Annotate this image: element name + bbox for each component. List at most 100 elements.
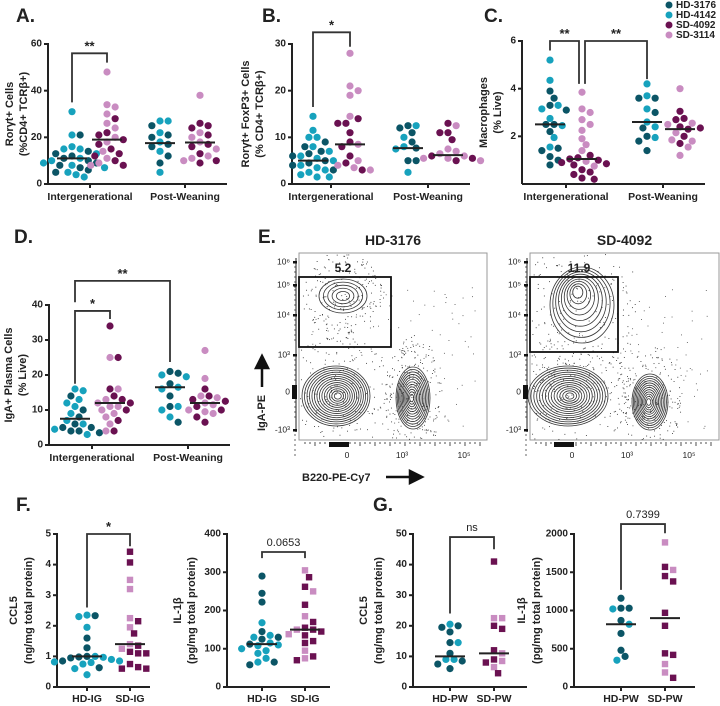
data-point	[67, 409, 75, 418]
data-point	[669, 674, 677, 682]
event-dot	[549, 383, 551, 385]
event-dot	[346, 368, 348, 370]
event-dot	[302, 419, 303, 421]
event-dot	[429, 416, 431, 418]
legend-label: SD-3114	[676, 30, 715, 41]
event-dot	[561, 329, 563, 331]
event-dot	[588, 301, 590, 303]
event-dot	[650, 410, 652, 412]
data-point	[106, 385, 114, 393]
event-dot	[627, 399, 629, 401]
event-dot	[404, 353, 405, 355]
event-dot	[625, 411, 627, 413]
event-dot	[411, 394, 413, 396]
event-dot	[312, 343, 314, 345]
contour-line	[632, 375, 667, 429]
event-dot	[467, 346, 469, 348]
event-dot	[632, 367, 634, 369]
event-dot	[379, 305, 381, 307]
event-dot	[326, 330, 328, 332]
event-dot	[610, 283, 612, 285]
event-dot	[421, 406, 423, 408]
contour-line	[562, 390, 577, 402]
event-dot	[340, 340, 341, 342]
data-point	[67, 392, 75, 400]
event-dot	[603, 321, 605, 323]
data-point	[103, 119, 111, 127]
x-axis-label: B220-PE-Cy7	[302, 472, 370, 484]
event-dot	[383, 291, 385, 293]
data-point	[156, 147, 164, 155]
event-dot	[543, 263, 545, 265]
event-dot	[387, 409, 389, 411]
y-tick-label: 0	[516, 386, 521, 396]
data-point	[100, 164, 109, 172]
contour-line	[527, 365, 609, 427]
event-dot	[300, 398, 302, 400]
event-dot	[407, 347, 409, 349]
event-dot	[408, 438, 410, 440]
y-tick-label: 10⁵	[277, 279, 290, 289]
event-dot	[625, 412, 627, 414]
event-dot	[407, 289, 409, 291]
event-dot	[550, 385, 552, 387]
event-dot	[599, 358, 600, 360]
data-point	[193, 402, 201, 411]
event-dot	[647, 325, 649, 327]
event-dot	[655, 403, 657, 405]
event-dot	[339, 434, 341, 436]
event-dot	[414, 350, 416, 352]
data-point	[83, 671, 91, 679]
data-point	[617, 604, 625, 612]
event-dot	[403, 385, 405, 387]
group-hd-hd-ig	[238, 572, 282, 669]
event-dot	[558, 264, 560, 266]
event-dot	[341, 270, 343, 271]
event-dot	[635, 375, 637, 377]
event-dot	[324, 278, 326, 279]
y-axis-label: (%CD4+ TCRβ+)	[18, 71, 30, 156]
event-dot	[367, 429, 368, 431]
data-point	[52, 168, 60, 176]
contour-line	[566, 280, 592, 310]
event-dot	[324, 267, 326, 269]
event-dot	[613, 279, 615, 281]
data-point	[238, 645, 246, 653]
data-point	[651, 123, 659, 131]
y-tick-label: 2	[45, 620, 51, 631]
event-dot	[592, 295, 594, 297]
data-point	[254, 658, 262, 666]
event-dot	[312, 319, 314, 321]
y-tick-label: 300	[204, 567, 221, 578]
event-dot	[572, 379, 574, 381]
event-dot	[535, 391, 537, 392]
data-point	[164, 117, 172, 125]
event-dot	[558, 357, 560, 359]
event-dot	[329, 403, 330, 405]
event-dot	[655, 367, 657, 369]
event-dot	[407, 366, 409, 368]
event-dot	[553, 389, 555, 391]
data-point	[305, 574, 313, 581]
event-dot	[405, 352, 407, 354]
event-dot	[337, 410, 339, 412]
event-dot	[370, 348, 372, 350]
event-dot	[426, 430, 428, 432]
event-dot	[566, 418, 568, 419]
event-dot	[588, 297, 590, 299]
event-dot	[327, 337, 329, 339]
data-point	[204, 131, 212, 139]
event-dot	[334, 302, 336, 304]
data-point	[688, 137, 696, 145]
event-dot	[343, 308, 345, 310]
event-dot	[392, 437, 394, 439]
data-point	[246, 661, 254, 669]
event-dot	[679, 387, 681, 389]
data-point	[342, 159, 350, 167]
event-dot	[593, 369, 595, 371]
event-dot	[569, 364, 570, 365]
event-dot	[383, 297, 384, 299]
data-point	[164, 131, 172, 139]
event-dot	[336, 426, 338, 428]
